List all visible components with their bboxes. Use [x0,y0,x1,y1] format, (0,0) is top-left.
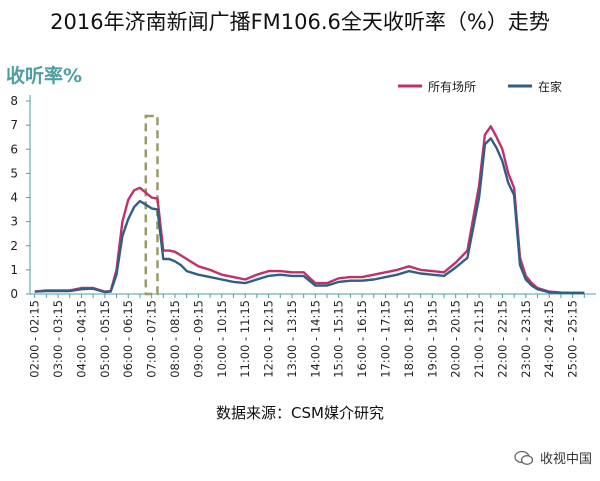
brand-name: 收视中国 [539,452,592,467]
legend-label-all: 所有场所 [428,80,476,94]
x-tick-label: 02:00 - 02:15 [28,300,42,378]
wechat-icon [514,450,534,465]
legend-label-home: 在家 [538,79,562,94]
chart-title: 2016年济南新闻广播FM106.6全天收听率（%）走势 [50,10,550,34]
x-tick-label: 05:00 - 05:15 [98,300,112,378]
y-tick-label: 3 [10,215,18,229]
y-tick-label: 5 [10,166,18,180]
x-tick-label: 03:00 - 03:15 [51,300,65,378]
x-tick-label: 09:00 - 09:15 [191,300,205,378]
x-tick-label: 17:00 - 17:15 [379,300,393,378]
x-tick-label: 22:00 - 22:15 [495,300,509,378]
y-tick-label: 6 [10,142,18,156]
x-tick-label: 10:00 - 10:15 [215,300,229,378]
chart-legend: 所有场所 在家 [398,79,562,94]
x-tick-label: 12:00 - 12:15 [262,300,276,378]
series-line-all [34,125,585,295]
x-tick-label: 14:00 - 14:15 [308,300,322,378]
y-tick-label: 0 [10,287,18,301]
x-tick-label: 18:00 - 18:15 [402,300,416,378]
x-tick-label: 21:00 - 21:15 [472,300,486,378]
source-note: 数据来源：CSM媒介研究 [216,404,384,422]
x-tick-label: 19:00 - 19:15 [425,300,439,378]
x-tick-label: 20:00 - 20:15 [449,300,463,378]
x-tick-label: 06:00 - 06:15 [121,300,135,378]
x-tick-label: 23:00 - 23:15 [519,300,533,378]
brand-watermark: 收视中国 [514,448,592,467]
y-tick-label: 1 [10,263,18,277]
x-tick-label: 13:00 - 13:15 [285,300,299,378]
y-tick-label: 8 [10,94,18,108]
y-axis-label: 收听率% [6,64,82,87]
x-tick-label: 07:00 - 07:15 [145,300,159,378]
y-tick-label: 4 [10,191,18,205]
x-tick-label: 08:00 - 08:15 [168,300,182,378]
x-tick-label: 25:00 - 25:15 [566,300,580,378]
x-tick-label: 11:00 - 11:15 [238,300,252,378]
y-tick-label: 2 [10,239,18,253]
x-tick-label: 24:00 - 24:15 [542,300,556,378]
y-tick-label: 7 [10,118,18,132]
x-tick-label: 15:00 - 15:15 [332,300,346,378]
x-tick-label: 04:00 - 04:15 [74,300,88,378]
line-chart: 收听率% 所有场所 在家 0 1 2 3 4 5 6 7 8 02:00 - 02:15 03:0… [6,64,596,378]
series-line-home [34,137,585,295]
x-tick-label: 16:00 - 16:15 [355,300,369,378]
